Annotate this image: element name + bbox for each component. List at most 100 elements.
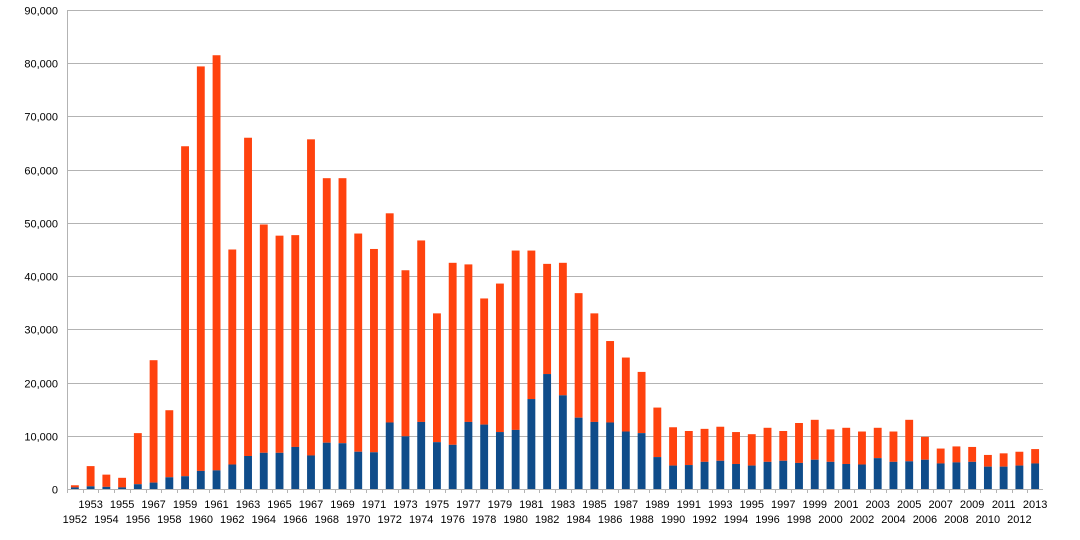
bar-top-segment [401, 270, 410, 437]
y-tick-label: 0 [52, 485, 58, 497]
x-tick-label: 2011 [992, 499, 1016, 511]
x-tick-label: 1963 [236, 499, 260, 511]
bar-top-segment [165, 410, 174, 478]
bar-top-segment [448, 262, 457, 445]
bar-top-segment [999, 453, 1008, 467]
x-tick-label: 1956 [126, 514, 150, 526]
bar-bottom-segment [165, 477, 174, 489]
y-tick-label: 20,000 [24, 379, 58, 391]
bar-top-segment [480, 298, 489, 425]
bar-top-segment [574, 293, 583, 418]
bar-top-segment [606, 341, 615, 423]
bar-bottom-segment [889, 461, 898, 489]
x-tick-label: 1989 [645, 499, 669, 511]
bar-top-segment [795, 423, 803, 463]
x-tick-label: 2013 [1023, 499, 1047, 511]
y-tick-label: 30,000 [24, 325, 58, 337]
bar-bottom-segment [921, 459, 929, 489]
x-tick-label: 1973 [393, 499, 417, 511]
bar-top-segment [810, 419, 819, 460]
bar-bottom-segment [653, 457, 662, 489]
bar-bottom-segment [779, 460, 788, 489]
x-tick-label: 2006 [913, 514, 937, 526]
bar-bottom-segment [433, 442, 441, 489]
bar-top-segment [873, 427, 882, 459]
x-tick-label: 1980 [503, 514, 527, 526]
y-tick-label: 60,000 [24, 166, 58, 178]
x-tick-label: 2007 [928, 499, 952, 511]
y-tick-label: 80,000 [24, 59, 58, 71]
bar-bottom-segment [826, 461, 835, 489]
bar-bottom-segment [244, 456, 252, 489]
y-tick-label: 10,000 [24, 432, 58, 444]
bar-top-segment [936, 448, 945, 464]
bar-top-segment [826, 429, 835, 462]
bar-bottom-segment [858, 464, 866, 489]
bar-bottom-segment [873, 458, 882, 489]
bar-bottom-segment [291, 446, 300, 489]
bar-bottom-segment [480, 424, 489, 489]
x-tick-label: 1982 [535, 514, 559, 526]
y-axis-tick-labels: 0 10,000 20,000 30,000 40,000 50,000 60,000 70,… [24, 6, 58, 497]
bar-top-segment [86, 466, 95, 487]
x-tick-label: 1962 [220, 514, 244, 526]
x-tick-label: 1953 [78, 499, 102, 511]
bar-bottom-segment [684, 465, 693, 489]
bar-top-segment [716, 426, 725, 461]
bar-top-segment [495, 283, 504, 433]
bar-top-segment [858, 431, 866, 465]
bar-bottom-segment [370, 452, 378, 489]
bar-bottom-segment [700, 461, 709, 489]
x-tick-label: 1975 [425, 499, 449, 511]
bar-bottom-segment [464, 421, 473, 489]
bar-top-segment [196, 66, 205, 471]
bar-bottom-segment [763, 461, 772, 489]
bar-top-segment [983, 454, 992, 467]
bar-bottom-segment [716, 460, 725, 489]
bar-top-segment [102, 474, 111, 487]
bar-top-segment [669, 427, 677, 466]
bar-bottom-segment [637, 433, 646, 489]
bar-top-segment [527, 250, 536, 400]
y-tick-label: 50,000 [24, 219, 58, 231]
bar-bottom-segment [495, 432, 504, 489]
bar-bottom-segment [968, 461, 977, 489]
bar-top-segment [417, 240, 426, 422]
x-tick-label: 1997 [771, 499, 795, 511]
x-tick-label: 1983 [551, 499, 575, 511]
bar-top-segment [684, 430, 693, 466]
bar-top-segment [464, 264, 473, 422]
bar-bottom-segment [228, 464, 237, 489]
x-tick-label: 1952 [63, 514, 87, 526]
x-tick-label: 1990 [661, 514, 685, 526]
x-tick-label: 1954 [94, 514, 118, 526]
bar-top-segment [700, 428, 709, 462]
x-tick-label: 2009 [960, 499, 984, 511]
bar-bottom-segment [401, 436, 410, 489]
x-tick-label: 1965 [267, 499, 291, 511]
bar-top-segment [921, 436, 929, 460]
x-tick-label: 2002 [850, 514, 874, 526]
bar-bottom-segment [511, 429, 520, 489]
bar-bottom-segment [322, 442, 331, 489]
x-tick-label: 1964 [252, 514, 276, 526]
bar-bottom-segment [196, 470, 205, 489]
bar-top-segment [118, 477, 127, 488]
x-tick-label: 1977 [456, 499, 480, 511]
x-tick-label: 1974 [409, 514, 433, 526]
x-tick-label: 1967 [299, 499, 323, 511]
x-tick-label: 2004 [881, 514, 905, 526]
bar-bottom-segment [732, 463, 740, 489]
bar-top-segment [1015, 451, 1024, 466]
bar-top-segment [779, 430, 788, 461]
bar-bottom-segment [181, 476, 189, 489]
bar-bottom-segment [795, 462, 803, 489]
x-tick-label: 1996 [755, 514, 779, 526]
bar-top-segment [889, 431, 898, 462]
bar-bottom-segment [983, 466, 992, 489]
bar-top-segment [370, 248, 378, 453]
bar-top-segment [354, 233, 363, 452]
bar-top-segment [149, 360, 158, 483]
bar-top-segment [621, 357, 630, 432]
bar-bottom-segment [102, 486, 111, 489]
